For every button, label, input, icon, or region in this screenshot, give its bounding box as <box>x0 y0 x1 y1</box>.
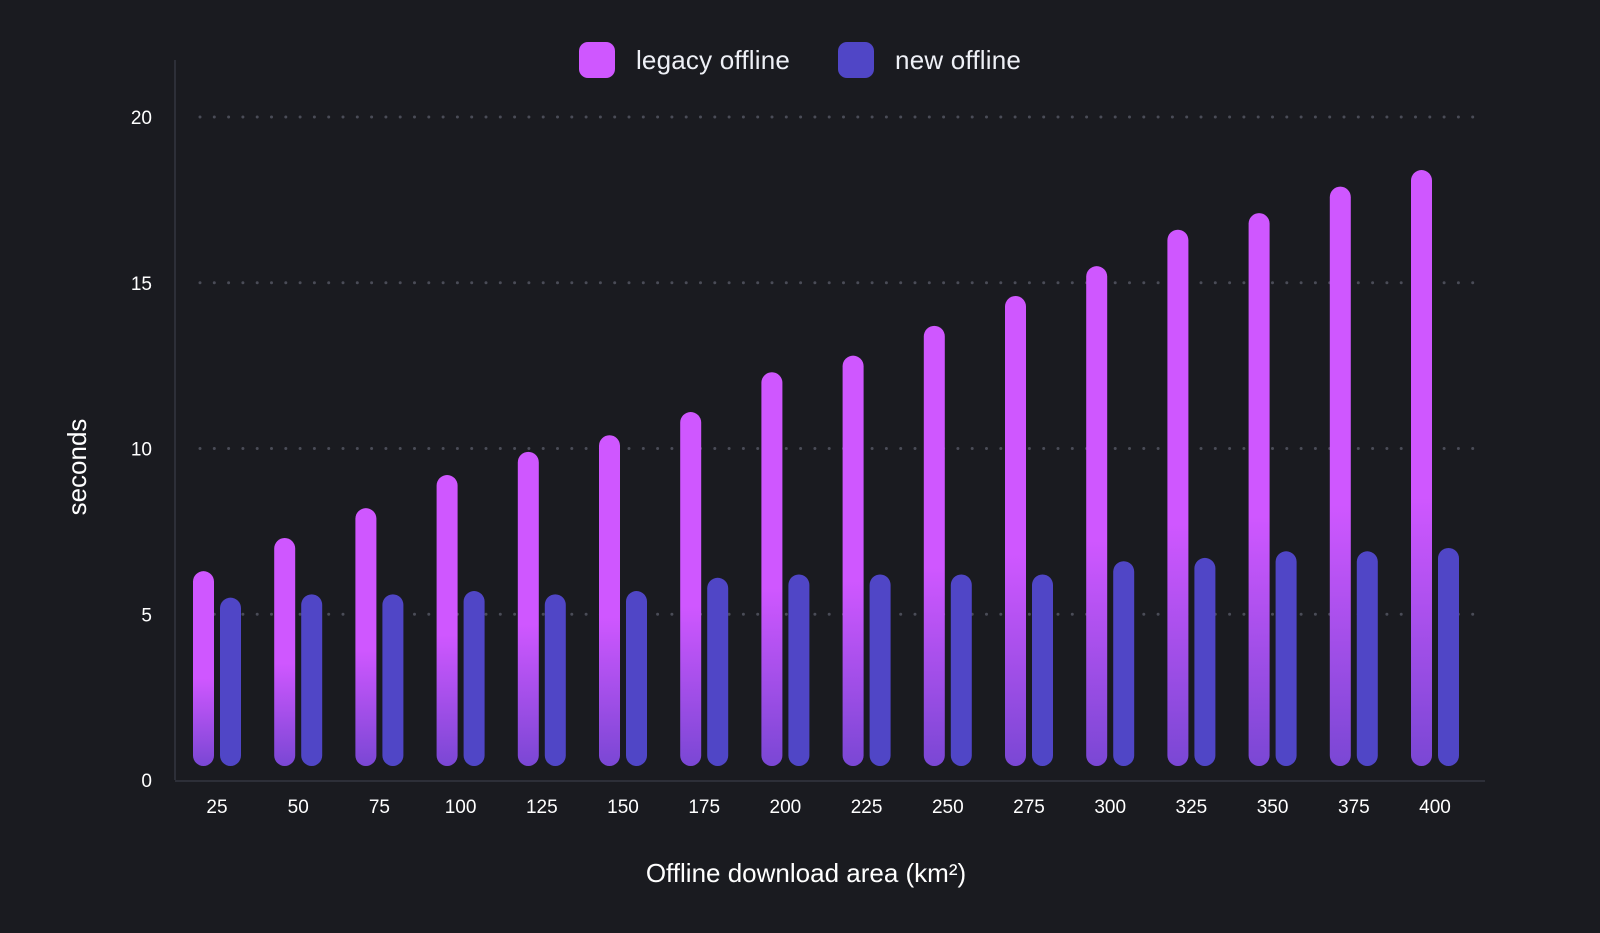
x-tick-label: 125 <box>526 797 558 818</box>
x-tick-label: 75 <box>369 797 390 818</box>
legend: legacy offline new offline <box>0 42 1600 78</box>
x-tick-label: 175 <box>688 797 720 818</box>
y-tick-label: 15 <box>131 274 152 295</box>
x-tick-label: 50 <box>288 797 309 818</box>
bar-new-offline-200 <box>788 574 810 766</box>
bars <box>193 170 1459 767</box>
bar-legacy-offline-225 <box>842 355 864 766</box>
x-axis-title: Offline download area (km²) <box>646 858 966 888</box>
x-tick-label: 400 <box>1419 797 1451 818</box>
y-tick-label: 20 <box>131 108 152 129</box>
bar-new-offline-325 <box>1194 557 1216 766</box>
x-tick-label: 300 <box>1094 797 1126 818</box>
gridlines <box>198 115 1487 616</box>
bar-legacy-offline-375 <box>1329 186 1351 767</box>
bar-new-offline-375 <box>1356 551 1378 766</box>
bar-legacy-offline-200 <box>761 372 783 766</box>
bar-legacy-offline-125 <box>517 451 539 766</box>
bar-new-offline-400 <box>1438 547 1459 766</box>
y-tick-label: 10 <box>131 440 152 461</box>
bar-legacy-offline-150 <box>599 435 620 766</box>
x-tick-label: 325 <box>1176 797 1208 818</box>
legend-label-new-offline: new offline <box>895 44 1022 75</box>
x-tick-label: 350 <box>1257 797 1289 818</box>
bar-new-offline-50 <box>301 594 323 766</box>
x-tick-label: 225 <box>851 797 883 818</box>
bar-legacy-offline-275 <box>1005 296 1026 766</box>
legend-swatch-new-offline <box>838 42 875 78</box>
bar-new-offline-150 <box>626 591 647 766</box>
y-tick-label: 0 <box>141 771 152 792</box>
bar-new-offline-75 <box>382 594 404 766</box>
bar-new-offline-350 <box>1275 551 1297 766</box>
bar-legacy-offline-325 <box>1167 229 1189 766</box>
bar-legacy-offline-350 <box>1248 213 1270 766</box>
x-tick-label: 375 <box>1338 797 1370 818</box>
bar-legacy-offline-400 <box>1411 170 1432 767</box>
x-tick-label: 100 <box>445 797 477 818</box>
bar-legacy-offline-175 <box>680 412 702 766</box>
x-axis-ticks: 25 50 75 100 125 150 175 200 225 250 275 300 325 350 3… <box>206 797 1450 818</box>
bar-new-offline-275 <box>1032 574 1053 766</box>
legend-item-new-offline[interactable]: new offline <box>838 42 1021 78</box>
bar-legacy-offline-300 <box>1086 266 1108 766</box>
x-tick-label: 200 <box>770 797 802 818</box>
bar-legacy-offline-100 <box>436 475 458 766</box>
x-tick-label: 250 <box>932 797 964 818</box>
bar-new-offline-25 <box>220 597 241 766</box>
legend-item-legacy-offline[interactable]: legacy offline <box>578 42 791 78</box>
bar-legacy-offline-25 <box>193 571 214 766</box>
bar-legacy-offline-250 <box>923 325 945 766</box>
bar-new-offline-125 <box>544 594 566 766</box>
bar-new-offline-100 <box>463 591 485 766</box>
x-tick-label: 275 <box>1013 797 1045 818</box>
bar-new-offline-175 <box>707 577 729 766</box>
legend-label-legacy-offline: legacy offline <box>635 44 791 75</box>
bar-legacy-offline-50 <box>274 538 296 766</box>
bar-new-offline-225 <box>869 574 891 766</box>
legend-swatch-legacy-offline <box>578 42 615 78</box>
y-axis-ticks: 0 5 10 15 20 <box>131 108 152 792</box>
x-tick-label: 25 <box>206 797 227 818</box>
y-tick-label: 5 <box>141 605 152 626</box>
y-axis-title: seconds <box>62 419 92 516</box>
bar-new-offline-250 <box>950 574 972 766</box>
bar-legacy-offline-75 <box>355 508 377 766</box>
x-tick-label: 150 <box>607 797 639 818</box>
bar-new-offline-300 <box>1113 561 1135 766</box>
